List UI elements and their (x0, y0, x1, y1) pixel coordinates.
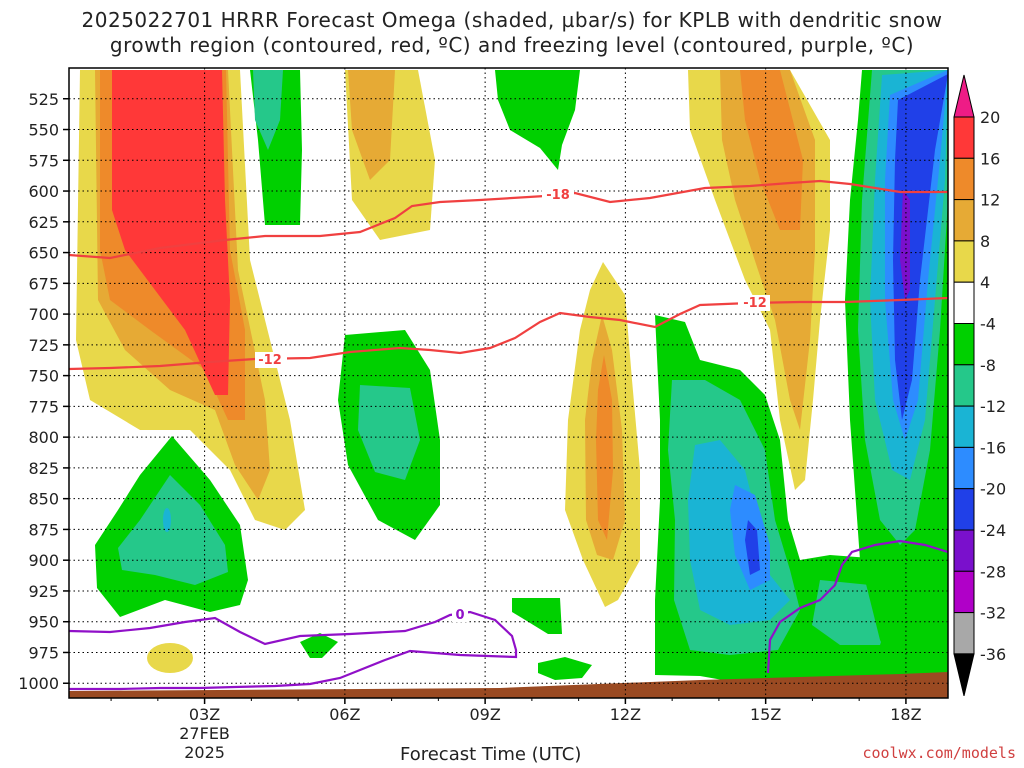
x-tick-label: 18Z (890, 705, 921, 724)
ground-surface (69, 672, 948, 698)
plot-grid (69, 68, 948, 698)
omega-neg-left-12 (163, 508, 171, 532)
chart-title-line-2: growth region (contoured, red, ºC) and f… (109, 33, 915, 57)
colorbar-swatch (953, 157, 975, 201)
omega-pos-12z-12 (596, 355, 613, 540)
colorbar-swatch (953, 116, 975, 159)
omega-neg-mid-8 (358, 385, 420, 480)
colorbar-swatch (953, 405, 975, 448)
colorbar-label: 12 (980, 191, 1000, 210)
colorbar-label: -8 (980, 356, 996, 375)
colorbar-swatch (953, 240, 975, 283)
colorbar-label: -28 (980, 562, 1006, 581)
omega-pos-mid-8 (348, 70, 395, 180)
x-tick-label: 09Z (469, 705, 500, 724)
y-tick-label: 600 (28, 182, 59, 201)
omega-neg-top-11z (495, 70, 580, 170)
y-tick-label: 575 (28, 151, 59, 170)
y-tick-label: 775 (28, 397, 59, 416)
colorbar-label: -36 (980, 645, 1006, 664)
colorbar-swatch (953, 323, 975, 366)
contour-label-minus18: -18 (546, 188, 570, 203)
colorbar-label: -16 (980, 438, 1006, 457)
y-tick-label: 800 (28, 428, 59, 447)
colorbar-swatch (953, 199, 975, 242)
omega-pos-right-12 (740, 70, 803, 230)
colorbar-swatch (953, 488, 975, 531)
omega-neg-small-950 (300, 633, 338, 658)
colorbar-top-arrow (953, 74, 975, 118)
y-tick-label: 925 (28, 582, 59, 601)
freezing-contour (69, 539, 948, 691)
y-tick-label: 625 (28, 213, 59, 232)
x-axis-label: Forecast Time (UTC) (400, 744, 582, 765)
y-tick-label: 750 (28, 367, 59, 386)
omega-neg-small-985 (538, 657, 592, 680)
contour-label-0: 0 (455, 608, 464, 623)
omega-neg-small-925 (512, 598, 562, 634)
y-tick-label: 525 (28, 90, 59, 109)
colorbar-bottom-arrow (953, 653, 975, 697)
colorbar-label: -12 (980, 397, 1006, 416)
colorbar-label: -32 (980, 604, 1006, 623)
y-tick-label: 725 (28, 336, 59, 355)
contour-label-minus12-left: -12 (258, 353, 282, 368)
y-tick-label: 650 (28, 244, 59, 263)
colorbar-swatch (953, 529, 975, 572)
colorbar-swatch (953, 612, 975, 655)
x-tick-label: 03Z (189, 705, 220, 724)
plot-frame (68, 67, 949, 699)
omega-neg-left-8 (118, 475, 228, 585)
colorbar-label: 8 (980, 232, 990, 251)
contour-0-upper (69, 610, 518, 691)
y-tick-label: 875 (28, 520, 59, 539)
omega-neg-right-20 (745, 520, 760, 575)
colorbar-swatch (953, 570, 975, 614)
y-tick-label: 850 (28, 490, 59, 509)
omega-neg-top-05z-8 (253, 70, 283, 150)
y-tick-label: 950 (28, 613, 59, 632)
colorbar-label: 4 (980, 273, 990, 292)
contour-label-minus12-right: -12 (743, 296, 767, 311)
contour-labels: -18 -12 -12 0 (255, 186, 770, 623)
credit-text: coolwx.com/models (862, 744, 1016, 762)
chart-title-line-1: 2025022701 HRRR Forecast Omega (shaded, … (81, 8, 943, 32)
colorbar-label: -20 (980, 480, 1006, 499)
y-axis: 525 550 575 600 625 650 675 700 725 750 775 800 825 8… (18, 90, 69, 693)
colorbar-swatch (953, 364, 975, 407)
y-tick-label: 550 (28, 121, 59, 140)
colorbar-label: 20 (980, 108, 1000, 127)
contour-minus18 (69, 179, 948, 260)
y-tick-label: 825 (28, 459, 59, 478)
y-tick-label: 1000 (18, 674, 59, 693)
y-tick-label: 975 (28, 643, 59, 662)
colorbar-label: -4 (980, 315, 996, 334)
colorbar-label: 16 (980, 149, 1000, 168)
colorbar-swatch (953, 446, 975, 490)
y-tick-label: 700 (28, 305, 59, 324)
x-tick-label: 12Z (610, 705, 641, 724)
contour-0-right (766, 539, 948, 674)
omega-shading (69, 70, 948, 698)
y-tick-label: 675 (28, 274, 59, 293)
colorbar-swatch (953, 281, 975, 325)
colorbar: 20 16 12 8 4 -4 -8 -12 -16 -20 -24 -28 -32 -36 (953, 74, 1006, 697)
x-tick-date-label: 27FEB (179, 724, 230, 743)
x-tick-label: 06Z (329, 705, 360, 724)
y-tick-label: 900 (28, 551, 59, 570)
omega-neg-far-24 (900, 190, 910, 300)
colorbar-label: -24 (980, 521, 1006, 540)
x-tick-date-label: 2025 (184, 743, 225, 762)
x-tick-label: 15Z (750, 705, 781, 724)
omega-pos-small-975 (147, 643, 193, 673)
